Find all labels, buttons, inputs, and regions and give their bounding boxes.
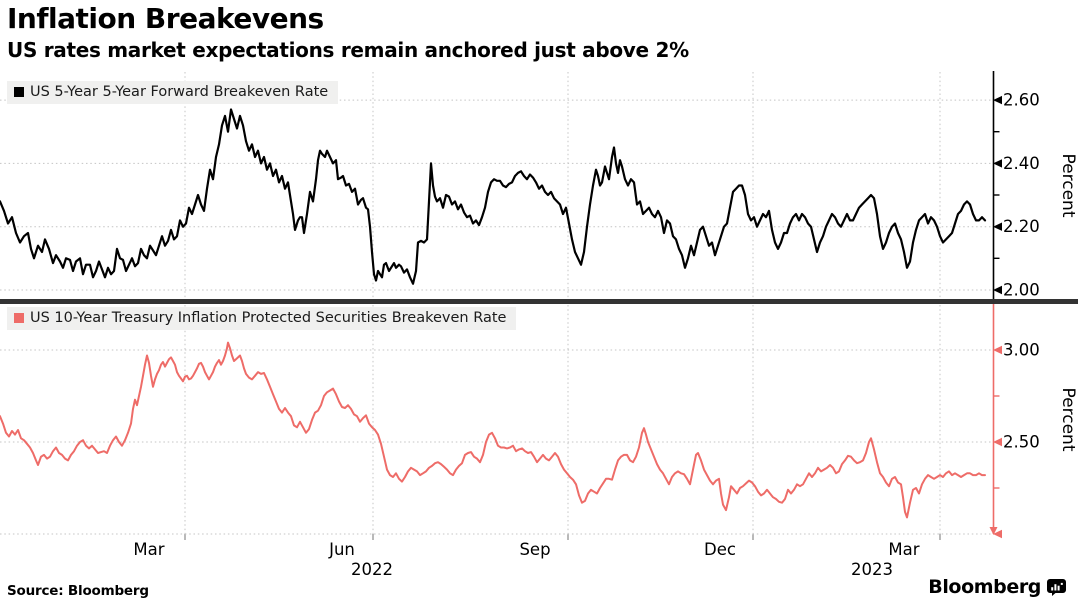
black-square-icon: [14, 87, 24, 97]
y-tick-arrow: [993, 285, 1002, 295]
bloomberg-terminal-icon: [1047, 578, 1066, 596]
x-year-label: 2023: [851, 560, 893, 579]
x-month-label: Sep: [519, 540, 550, 559]
y-tick-arrow: [993, 345, 1002, 355]
page-subtitle: US rates market expectations remain anch…: [7, 38, 689, 62]
y-tick-arrow: [993, 222, 1002, 231]
y-tick-label: 2.50: [1003, 433, 1040, 452]
y-tick-label: 2.40: [1003, 154, 1040, 173]
x-month-label: Jun: [328, 540, 355, 559]
top-panel-y-axis-title: Percent: [1058, 154, 1078, 218]
axis-end-arrow: [989, 527, 998, 535]
top-panel-series-line: [0, 108, 987, 285]
source-note: Source: Bloomberg: [7, 583, 149, 599]
y-tick-arrow: [993, 159, 1002, 168]
legend-bottom-series: US 10-Year Treasury Inflation Protected …: [7, 307, 517, 330]
bloomberg-wordmark: Bloomberg: [928, 576, 1041, 598]
legend-bottom-label: US 10-Year Treasury Inflation Protected …: [30, 310, 507, 326]
bottom-panel-y-axis-title: Percent: [1058, 388, 1078, 452]
legend-top-series: US 5-Year 5-Year Forward Breakeven Rate: [7, 81, 339, 104]
y-tick-arrow: [993, 95, 1002, 105]
y-tick-label: 2.20: [1003, 217, 1040, 236]
bottom-panel-series-line: [0, 341, 986, 519]
page-title: Inflation Breakevens: [7, 2, 324, 35]
x-month-label: Mar: [888, 540, 919, 559]
y-tick-label: 2.60: [1003, 91, 1040, 110]
x-year-label: 2022: [351, 560, 393, 579]
x-month-label: Dec: [704, 540, 736, 559]
y-tick-label: 3.00: [1003, 341, 1040, 360]
x-month-label: Mar: [133, 540, 164, 559]
panel-divider: [0, 299, 1078, 304]
y-tick-arrow: [993, 529, 1002, 539]
bloomberg-brand: Bloomberg: [928, 576, 1066, 598]
y-tick-label: 2.00: [1003, 281, 1040, 300]
y-tick-arrow: [993, 437, 1002, 447]
red-square-icon: [14, 313, 24, 323]
legend-top-label: US 5-Year 5-Year Forward Breakeven Rate: [30, 84, 329, 100]
